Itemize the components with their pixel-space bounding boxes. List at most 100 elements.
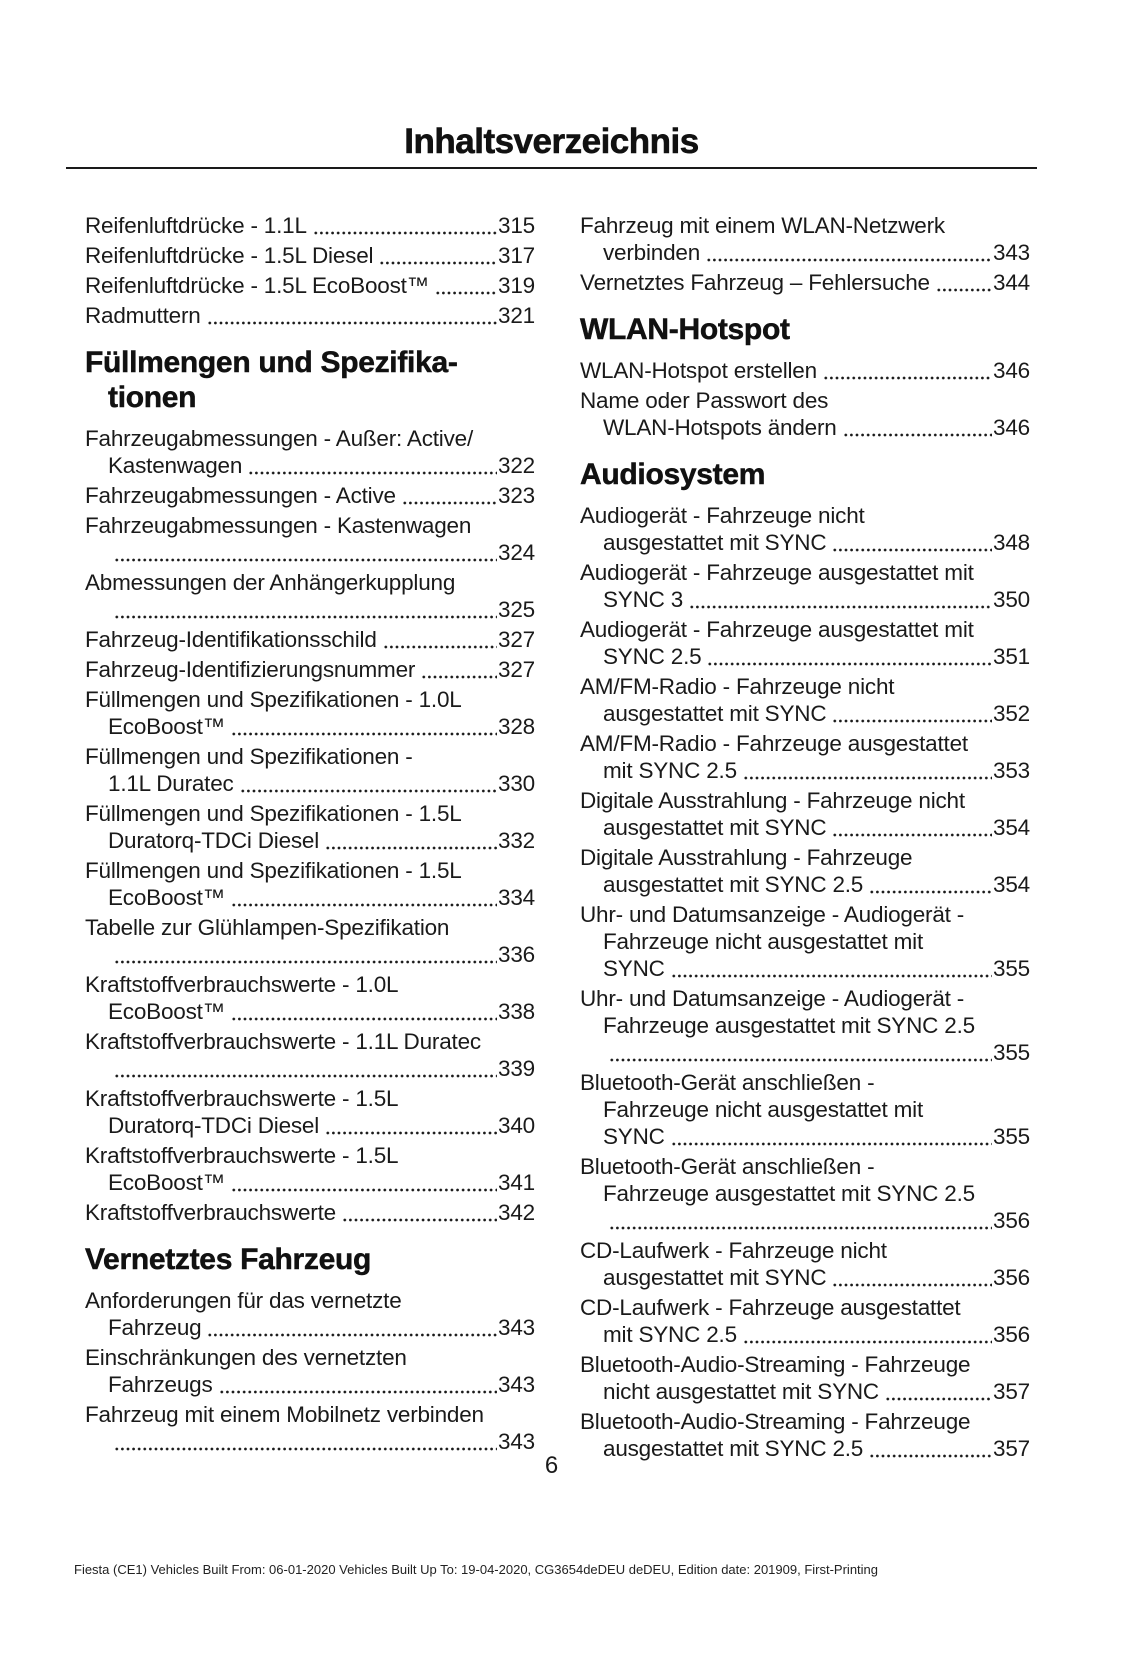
toc-entry: Bluetooth-Audio-Streaming - Fahrzeuge aus… xyxy=(580,1408,1030,1462)
entry-text: SYNC 2.5 xyxy=(603,644,702,669)
entry-text: Bluetooth-Audio-Streaming - Fahrzeuge xyxy=(580,1352,971,1377)
entry-text: WLAN-Hotspots ändern xyxy=(603,415,837,440)
entry-page-number: 327 xyxy=(498,627,535,652)
entry-page-number: 354 xyxy=(993,815,1030,840)
toc-entry: Audiogerät - Fahrzeuge ausgestattet mit S… xyxy=(580,559,1030,613)
toc-entry: Kraftstoffverbrauchswerte - 1.5L Duratorq… xyxy=(85,1085,535,1139)
entry-text: Abmessungen der Anhängerkupplung xyxy=(85,570,456,595)
dot-leader xyxy=(231,1016,498,1022)
toc-entry: Füllmengen und Spezifikationen - 1.0L Eco… xyxy=(85,686,535,740)
dot-leader xyxy=(670,973,993,979)
toc-entry: Fahrzeug-Identifikationsschild 327 xyxy=(85,626,535,653)
entry-page-number: 356 xyxy=(993,1322,1030,1347)
entry-text: Einschränkungen des vernetzten xyxy=(85,1345,407,1370)
entry-text: ausgestattet mit SYNC xyxy=(603,1265,827,1290)
entry-text: Kraftstoffverbrauchswerte - 1.0L xyxy=(85,972,399,997)
entry-page-number: 357 xyxy=(993,1379,1030,1404)
toc-entry: Name oder Passwort des WLAN-Hotspots ände… xyxy=(580,387,1030,441)
entry-text: SYNC xyxy=(603,956,665,981)
entry-text: Kastenwagen xyxy=(108,453,243,478)
entry-text: Bluetooth-Gerät anschließen - xyxy=(580,1154,875,1179)
dot-leader xyxy=(114,959,498,965)
entry-text: CD-Laufwerk - Fahrzeuge nicht xyxy=(580,1238,887,1263)
dot-leader xyxy=(207,1332,498,1338)
entry-text: Duratorq-TDCi Diesel xyxy=(108,828,320,853)
entry-page-number: 328 xyxy=(498,714,535,739)
section-heading: Vernetztes Fahrzeug xyxy=(85,1242,535,1277)
dot-leader xyxy=(325,845,498,851)
toc-entry: Fahrzeug mit einem Mobilnetz verbinden 34… xyxy=(85,1401,535,1455)
toc-entry: Reifenluftdrücke - 1.1L 315 xyxy=(85,212,535,239)
entry-page-number: 339 xyxy=(498,1056,535,1081)
toc-entry: Reifenluftdrücke - 1.5L Diesel 317 xyxy=(85,242,535,269)
entry-text: mit SYNC 2.5 xyxy=(603,758,737,783)
dot-leader xyxy=(935,287,993,293)
dot-leader xyxy=(114,614,498,620)
entry-page-number: 355 xyxy=(993,1040,1030,1065)
entry-text: Kraftstoffverbrauchswerte - 1.5L xyxy=(85,1143,399,1168)
dot-leader xyxy=(231,902,498,908)
toc-entry: Füllmengen und Spezifikationen -1.1L Dur… xyxy=(85,743,535,797)
entry-text: Name oder Passwort des xyxy=(580,388,829,413)
entry-page-number: 355 xyxy=(993,956,1030,981)
entry-text: nicht ausgestattet mit SYNC xyxy=(603,1379,879,1404)
entry-text: Uhr- und Datumsanzeige - Audiogerät - xyxy=(580,902,965,927)
header-rule xyxy=(66,167,1037,169)
entry-page-number: 315 xyxy=(498,213,535,238)
entry-text: Füllmengen und Spezifikationen - 1.0L xyxy=(85,687,462,712)
toc-entry: Fahrzeug-Identifizierungsnummer 327 xyxy=(85,656,535,683)
dot-leader xyxy=(742,1339,993,1345)
entry-text: Fahrzeuge nicht ausgestattet mit xyxy=(603,929,924,954)
entry-text: Fahrzeuge ausgestattet mit SYNC 2.5 xyxy=(603,1181,975,1206)
entry-page-number: 343 xyxy=(993,240,1030,265)
toc-entry: Fahrzeugabmessungen - Active 323 xyxy=(85,482,535,509)
dot-leader xyxy=(609,1057,993,1063)
toc-entry: CD-Laufwerk - Fahrzeuge ausgestattet mit … xyxy=(580,1294,1030,1348)
dot-leader xyxy=(421,674,498,680)
dot-leader xyxy=(382,644,498,650)
entry-page-number: 356 xyxy=(993,1208,1030,1233)
toc-entry: Füllmengen und Spezifikationen - 1.5L Eco… xyxy=(85,857,535,911)
entry-text: ausgestattet mit SYNC 2.5 xyxy=(603,1436,864,1461)
dot-leader xyxy=(231,1187,498,1193)
entry-text: Fahrzeugabmessungen - Active xyxy=(85,483,396,508)
dot-leader xyxy=(832,832,993,838)
entry-page-number: 346 xyxy=(993,415,1030,440)
entry-text: Füllmengen und Spezifikationen - 1.5L xyxy=(85,801,462,826)
toc-entry: Abmessungen der Anhängerkupplung 325 xyxy=(85,569,535,623)
section-heading: Füllmengen und Spezifika-tionen xyxy=(85,345,535,415)
entry-page-number: 330 xyxy=(498,771,535,796)
entry-text: Audiogerät - Fahrzeuge ausgestattet mit xyxy=(580,617,974,642)
entry-page-number: 354 xyxy=(993,872,1030,897)
entry-text: Uhr- und Datumsanzeige - Audiogerät - xyxy=(580,986,965,1011)
section-heading: Audiosystem xyxy=(580,457,1030,492)
entry-text: verbinden xyxy=(603,240,701,265)
dot-leader xyxy=(832,547,993,553)
dot-leader xyxy=(379,260,498,266)
entry-text: Fahrzeugabmessungen - Außer: Active/ xyxy=(85,426,474,451)
toc-entry: Kraftstoffverbrauchswerte - 1.0L EcoBoost… xyxy=(85,971,535,1025)
heading-line: Füllmengen und Spezifika- xyxy=(85,346,458,380)
entry-text: Kraftstoffverbrauchswerte - 1.1L Duratec xyxy=(85,1029,481,1054)
toc-entry: Fahrzeugabmessungen - Kastenwagen 324 xyxy=(85,512,535,566)
entry-text: SYNC xyxy=(603,1124,665,1149)
entry-text: Kraftstoffverbrauchswerte xyxy=(85,1200,336,1225)
dot-leader xyxy=(341,1217,498,1223)
toc-entry: Digitale Ausstrahlung - Fahrzeuge nicht a… xyxy=(580,787,1030,841)
dot-leader xyxy=(832,1282,993,1288)
entry-text: Radmuttern xyxy=(85,303,201,328)
entry-text: Vernetztes Fahrzeug – Fehlersuche xyxy=(580,270,930,295)
entry-text: CD-Laufwerk - Fahrzeuge ausgestattet xyxy=(580,1295,961,1320)
entry-text: Fahrzeug mit einem WLAN-Netzwerk xyxy=(580,213,945,238)
dot-leader xyxy=(842,432,993,438)
entry-text: Fahrzeug mit einem Mobilnetz verbinden xyxy=(85,1402,484,1427)
entry-text: Reifenluftdrücke - 1.5L Diesel xyxy=(85,243,374,268)
entry-text: Digitale Ausstrahlung - Fahrzeuge nicht xyxy=(580,788,965,813)
entry-page-number: 341 xyxy=(498,1170,535,1195)
dot-leader xyxy=(312,230,498,236)
entry-text: SYNC 3 xyxy=(603,587,684,612)
entry-text: Füllmengen und Spezifikationen - xyxy=(85,744,413,769)
entry-page-number: 323 xyxy=(498,483,535,508)
entry-page-number: 332 xyxy=(498,828,535,853)
